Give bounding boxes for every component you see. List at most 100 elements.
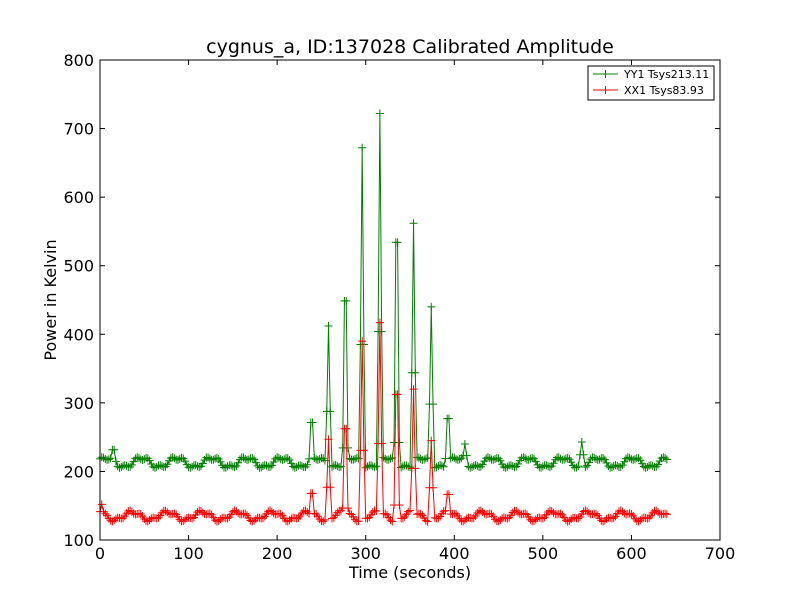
data-point xyxy=(503,514,512,523)
data-point xyxy=(629,455,638,464)
data-point xyxy=(234,508,243,517)
legend-label-xx1: XX1 Tsys83.93 xyxy=(624,84,704,97)
data-point xyxy=(567,515,576,524)
data-point xyxy=(181,515,190,524)
data-point xyxy=(106,454,115,463)
data-point xyxy=(310,454,319,463)
x-tick-label: 600 xyxy=(616,544,647,563)
data-point xyxy=(352,453,361,462)
data-point xyxy=(363,514,372,523)
y-tick-label: 600 xyxy=(63,188,94,207)
data-point xyxy=(528,453,537,462)
data-point xyxy=(560,455,569,464)
data-point xyxy=(158,462,166,471)
data-point xyxy=(359,446,368,455)
data-point xyxy=(292,463,301,472)
data-point xyxy=(305,454,314,463)
plot-frame xyxy=(99,59,721,541)
data-point xyxy=(393,238,402,247)
data-point xyxy=(592,509,600,518)
data-point xyxy=(152,462,161,471)
data-point xyxy=(372,462,381,471)
x-tick-label: 100 xyxy=(173,544,204,563)
data-point xyxy=(402,461,411,470)
data-point xyxy=(409,219,418,228)
data-point xyxy=(191,461,200,470)
data-point xyxy=(303,507,312,516)
data-point xyxy=(198,459,207,468)
data-point xyxy=(423,517,432,526)
data-point xyxy=(439,507,448,516)
data-point xyxy=(517,453,526,462)
data-point xyxy=(406,506,414,515)
data-point xyxy=(439,462,448,471)
data-point xyxy=(411,368,420,377)
data-point xyxy=(308,489,317,498)
data-point xyxy=(549,459,558,468)
data-point xyxy=(630,455,639,464)
data-point xyxy=(531,515,540,524)
data-point xyxy=(211,516,220,525)
data-point xyxy=(600,455,609,464)
data-point xyxy=(646,461,655,470)
data-point xyxy=(266,463,275,472)
y-tick-label: 300 xyxy=(63,394,94,413)
data-point xyxy=(258,514,267,523)
data-point xyxy=(145,456,154,465)
data-point xyxy=(577,437,586,446)
data-point xyxy=(616,462,625,471)
y-tick-label: 400 xyxy=(63,325,94,344)
data-point xyxy=(220,513,228,522)
data-point xyxy=(450,453,459,462)
data-point xyxy=(471,461,480,470)
data-point xyxy=(205,509,214,518)
legend: YY1 Tsys213.11 XX1 Tsys83.93 xyxy=(587,65,715,101)
data-point xyxy=(645,513,654,522)
data-point xyxy=(521,509,530,518)
data-point xyxy=(545,463,554,472)
data-point xyxy=(344,443,352,452)
data-point xyxy=(234,458,243,467)
data-point xyxy=(127,460,136,469)
data-point xyxy=(584,458,593,467)
data-point xyxy=(386,454,395,463)
data-point xyxy=(115,463,124,472)
data-point xyxy=(436,461,445,470)
data-point xyxy=(568,461,577,470)
data-point xyxy=(455,455,464,464)
data-point xyxy=(469,513,478,522)
x-tick-label: 0 xyxy=(95,544,105,563)
data-point xyxy=(420,455,429,464)
data-point xyxy=(170,509,179,518)
data-point xyxy=(101,509,110,518)
data-point xyxy=(404,462,413,471)
data-point xyxy=(163,460,172,469)
data-point xyxy=(623,453,632,462)
data-point xyxy=(163,508,172,517)
data-point xyxy=(561,454,570,463)
data-point xyxy=(375,109,384,118)
data-point xyxy=(542,461,551,470)
data-point xyxy=(216,515,225,524)
data-point xyxy=(615,507,624,516)
legend-label-yy1: YY1 Tsys213.11 xyxy=(623,68,709,81)
data-point xyxy=(567,458,576,467)
data-point xyxy=(140,455,149,464)
data-point xyxy=(216,457,225,466)
data-point xyxy=(280,455,289,464)
data-point xyxy=(289,462,298,471)
data-point xyxy=(444,490,453,499)
data-point xyxy=(468,463,476,472)
data-point xyxy=(491,515,500,524)
data-point xyxy=(381,509,390,518)
data-point xyxy=(478,460,487,469)
data-point xyxy=(345,509,354,518)
data-point xyxy=(110,445,119,454)
data-point xyxy=(134,453,143,462)
y-tick-label: 800 xyxy=(63,51,94,70)
data-point xyxy=(138,455,147,464)
data-point xyxy=(489,455,498,464)
data-point xyxy=(561,516,570,525)
data-point xyxy=(358,337,367,346)
